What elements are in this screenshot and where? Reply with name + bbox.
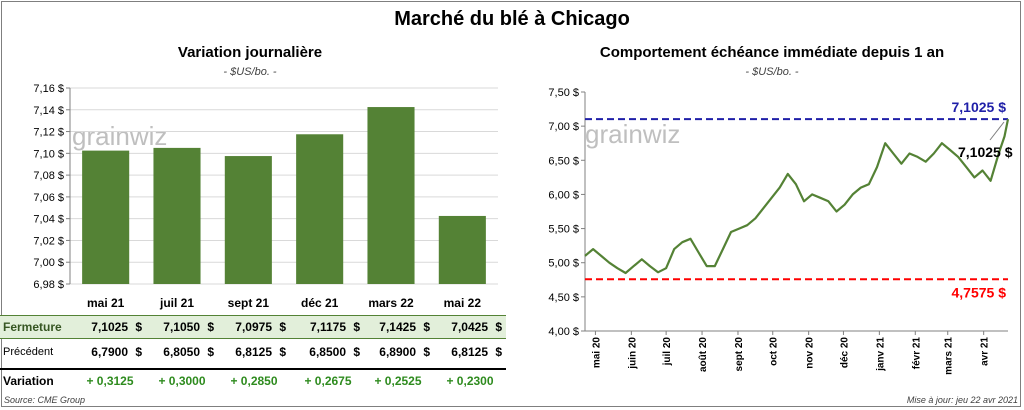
bar-category-label: sept 21 bbox=[228, 296, 270, 310]
line-x-tick-label: nov 20 bbox=[805, 337, 816, 369]
currency-sign: $ bbox=[279, 320, 286, 334]
currency-sign: $ bbox=[495, 320, 502, 334]
line-x-tick-label: févr 21 bbox=[911, 337, 922, 370]
row-precedent: Précédent 6,7900 $ 6,8050 $ 6,8125 $ 6,8500… bbox=[0, 341, 506, 363]
line-y-tick-label: 7,00 $ bbox=[548, 121, 579, 133]
line-y-tick-label: 5,00 $ bbox=[548, 258, 579, 270]
row-variation: Variation + 0,3125 + 0,3000 + 0,2850 + 0… bbox=[0, 368, 506, 392]
currency-sign: $ bbox=[495, 345, 502, 359]
bar-y-tick-label: 7,14 $ bbox=[33, 105, 64, 117]
bar-category-label: juil 21 bbox=[159, 296, 194, 310]
line-y-tick-label: 5,50 $ bbox=[548, 224, 579, 236]
bar bbox=[153, 147, 201, 284]
line-y-tick-label: 6,00 $ bbox=[548, 189, 579, 201]
currency-sign: $ bbox=[135, 345, 142, 359]
right-panel-unit: - $US/bo. - bbox=[745, 66, 799, 78]
bar-category-label: mars 22 bbox=[368, 296, 414, 310]
variation-value: + 0,2300 bbox=[446, 374, 494, 388]
currency-sign: $ bbox=[423, 345, 430, 359]
row-fermeture: Fermeture 7,1025 $ 7,1050 $ 7,0975 $ 7,1175… bbox=[0, 315, 506, 339]
row-label-precedent: Précédent bbox=[3, 346, 54, 358]
line-x-tick-label: mars 21 bbox=[944, 337, 955, 375]
currency-sign: $ bbox=[353, 345, 360, 359]
precedent-value: 6,8125 bbox=[235, 345, 272, 359]
line-x-tick-label: mai 20 bbox=[591, 337, 602, 369]
bar-category-label: mai 21 bbox=[87, 296, 125, 310]
high-reference-label: 7,1025 $ bbox=[952, 99, 1007, 115]
left-panel-title: Variation journalière bbox=[177, 44, 323, 61]
line-y-tick-label: 7,50 $ bbox=[548, 87, 579, 99]
main-title: Marché du blé à Chicago bbox=[394, 8, 630, 30]
line-x-tick-label: juil 20 bbox=[662, 337, 673, 367]
variation-value: + 0,3000 bbox=[158, 374, 206, 388]
bar bbox=[438, 215, 486, 284]
fermeture-value: 7,1050 bbox=[163, 320, 200, 334]
fermeture-value: 7,1175 bbox=[309, 320, 346, 334]
fermeture-value: 7,1025 bbox=[91, 320, 128, 334]
line-x-tick-label: juin 20 bbox=[627, 337, 638, 370]
bar bbox=[296, 134, 344, 284]
bar bbox=[82, 150, 130, 284]
line-x-tick-label: oct 20 bbox=[769, 337, 780, 366]
currency-sign: $ bbox=[423, 320, 430, 334]
bar-y-tick-label: 7,06 $ bbox=[33, 192, 64, 204]
line-x-tick-label: déc 20 bbox=[839, 337, 850, 369]
bar-y-tick-label: 7,00 $ bbox=[33, 257, 64, 269]
left-watermark-logo: grainwiz bbox=[72, 121, 167, 151]
line-x-tick-label: avr 21 bbox=[980, 337, 991, 366]
left-panel-unit: - $US/bo. - bbox=[223, 66, 277, 78]
row-label-fermeture: Fermeture bbox=[3, 320, 62, 334]
bar bbox=[367, 107, 415, 284]
variation-value: + 0,3125 bbox=[86, 374, 134, 388]
source-note: Source: CME Group bbox=[4, 395, 86, 405]
line-x-tick-label: août 20 bbox=[698, 337, 709, 372]
variation-value: + 0,2525 bbox=[374, 374, 422, 388]
bar-y-tick-label: 7,10 $ bbox=[33, 148, 64, 160]
precedent-value: 6,8050 bbox=[163, 345, 200, 359]
currency-sign: $ bbox=[135, 320, 142, 334]
currency-sign: $ bbox=[279, 345, 286, 359]
annotation-leader bbox=[989, 121, 1005, 141]
bar-y-tick-label: 7,04 $ bbox=[33, 214, 64, 226]
bar-category-label: mai 22 bbox=[444, 296, 482, 310]
variation-value: + 0,2675 bbox=[304, 374, 352, 388]
precedent-value: 6,7900 bbox=[91, 345, 128, 359]
last-price-annotation: 7,1025 $ bbox=[958, 144, 1013, 160]
row-label-variation: Variation bbox=[3, 374, 54, 388]
bar-y-tick-label: 7,12 $ bbox=[33, 127, 64, 139]
bar-y-tick-label: 6,98 $ bbox=[33, 279, 64, 291]
fermeture-value: 7,0425 bbox=[451, 320, 488, 334]
line-x-tick-label: sept 20 bbox=[734, 337, 745, 372]
line-x-tick-label: janv 21 bbox=[875, 337, 886, 372]
update-note: Mise à jour: jeu 22 avr 2021 bbox=[906, 395, 1018, 405]
currency-sign: $ bbox=[207, 320, 214, 334]
variation-value: + 0,2850 bbox=[230, 374, 278, 388]
precedent-value: 6,8900 bbox=[379, 345, 416, 359]
price-series-line bbox=[584, 118, 1010, 275]
fermeture-value: 7,0975 bbox=[235, 320, 272, 334]
bar-category-label: déc 21 bbox=[301, 296, 339, 310]
line-y-tick-label: 4,50 $ bbox=[548, 292, 579, 304]
currency-sign: $ bbox=[353, 320, 360, 334]
currency-sign: $ bbox=[207, 345, 214, 359]
right-panel-title: Comportement échéance immédiate depuis 1… bbox=[599, 44, 945, 61]
bar-y-tick-label: 7,16 $ bbox=[33, 83, 64, 95]
bar-y-tick-label: 7,02 $ bbox=[33, 235, 64, 247]
precedent-value: 6,8500 bbox=[309, 345, 346, 359]
precedent-value: 6,8125 bbox=[451, 345, 488, 359]
line-y-tick-label: 4,00 $ bbox=[548, 326, 579, 338]
right-watermark-logo: grainwiz bbox=[585, 119, 680, 149]
bar-y-tick-label: 7,08 $ bbox=[33, 170, 64, 182]
low-reference-label: 4,7575 $ bbox=[952, 284, 1007, 300]
line-y-tick-label: 6,50 $ bbox=[548, 155, 579, 167]
bar bbox=[224, 156, 272, 284]
fermeture-value: 7,1425 bbox=[379, 320, 416, 334]
